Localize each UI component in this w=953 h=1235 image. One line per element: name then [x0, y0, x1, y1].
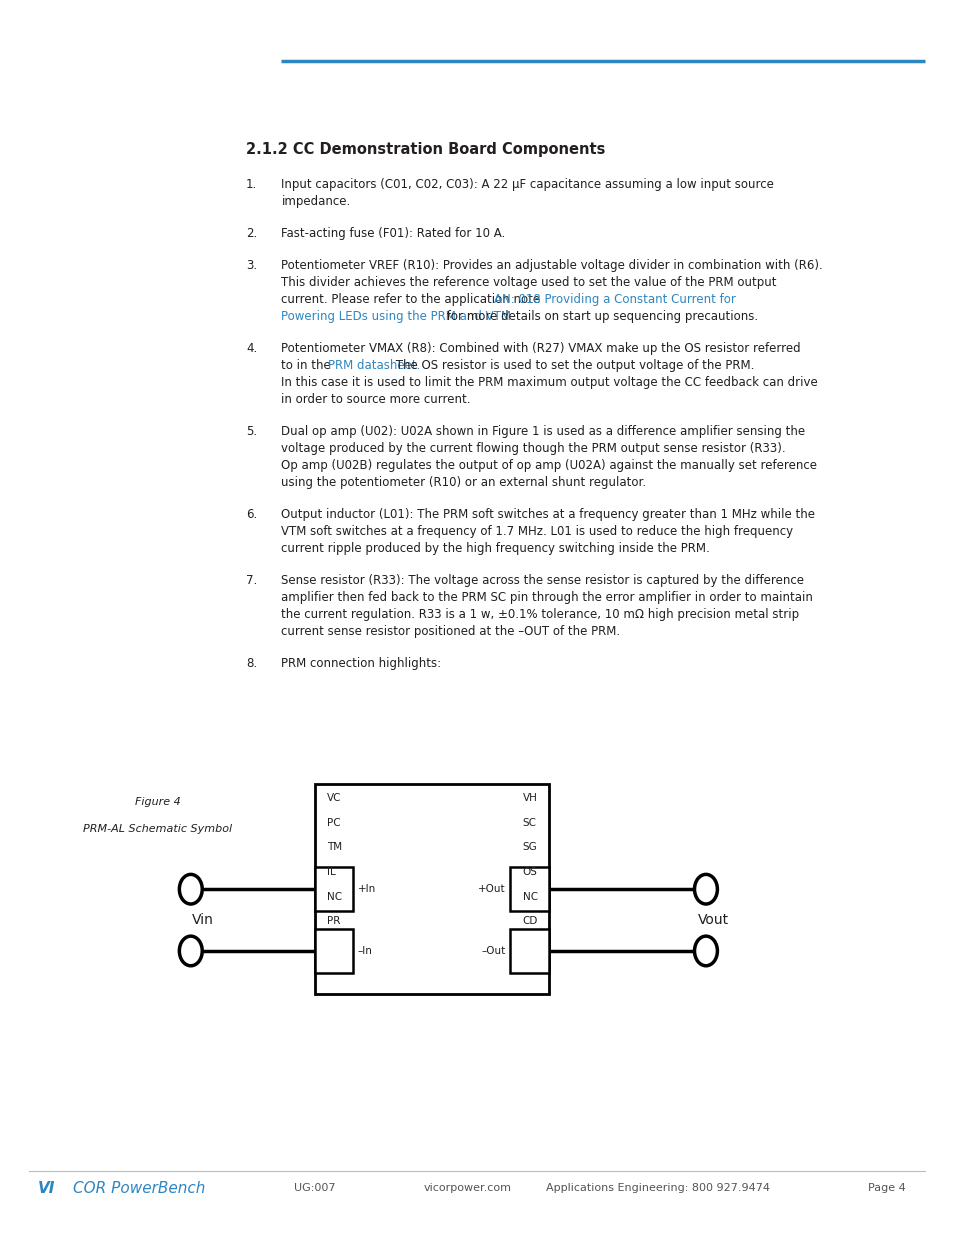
Text: PRM datasheet.: PRM datasheet.: [328, 358, 419, 372]
FancyBboxPatch shape: [510, 929, 548, 973]
Text: NC: NC: [522, 892, 537, 902]
Text: PRM-AL Schematic Symbol: PRM-AL Schematic Symbol: [83, 824, 232, 834]
Text: TM: TM: [327, 842, 342, 852]
Text: +Out: +Out: [477, 884, 505, 894]
Text: +In: +In: [357, 884, 375, 894]
Text: 7.: 7.: [246, 573, 257, 587]
Text: PRM connection highlights:: PRM connection highlights:: [281, 657, 441, 669]
Text: This divider achieves the reference voltage used to set the value of the PRM out: This divider achieves the reference volt…: [281, 275, 776, 289]
Text: VH: VH: [522, 793, 537, 803]
Text: 8.: 8.: [246, 657, 257, 669]
Text: –Out: –Out: [481, 946, 505, 956]
Text: –In: –In: [357, 946, 373, 956]
Text: Vin: Vin: [193, 913, 213, 927]
Text: VC: VC: [327, 793, 341, 803]
Text: PR: PR: [327, 916, 340, 926]
Text: Op amp (U02B) regulates the output of op amp (U02A) against the manually set ref: Op amp (U02B) regulates the output of op…: [281, 458, 817, 472]
Text: for more details on start up sequencing precautions.: for more details on start up sequencing …: [443, 310, 758, 322]
Text: current ripple produced by the high frequency switching inside the PRM.: current ripple produced by the high freq…: [281, 542, 709, 555]
Text: Figure 4: Figure 4: [134, 797, 180, 806]
Text: current sense resistor positioned at the –OUT of the PRM.: current sense resistor positioned at the…: [281, 625, 619, 637]
Text: OS: OS: [522, 867, 537, 877]
Text: NC: NC: [327, 892, 342, 902]
Text: current. Please refer to the application note: current. Please refer to the application…: [281, 293, 544, 306]
Text: using the potentiometer (R10) or an external shunt regulator.: using the potentiometer (R10) or an exte…: [281, 475, 646, 489]
Text: SG: SG: [522, 842, 537, 852]
Text: amplifier then fed back to the PRM SC pin through the error amplifier in order t: amplifier then fed back to the PRM SC pi…: [281, 590, 813, 604]
Text: 6.: 6.: [246, 508, 257, 521]
Text: voltage produced by the current flowing though the PRM output sense resistor (R3: voltage produced by the current flowing …: [281, 442, 785, 454]
Text: PC: PC: [327, 818, 340, 827]
Text: impedance.: impedance.: [281, 195, 351, 207]
FancyBboxPatch shape: [314, 929, 353, 973]
Text: to in the: to in the: [281, 358, 335, 372]
FancyBboxPatch shape: [314, 867, 353, 911]
Text: Potentiometer VREF (R10): Provides an adjustable voltage divider in combination : Potentiometer VREF (R10): Provides an ad…: [281, 258, 822, 272]
Text: Dual op amp (U02): U02A shown in Figure 1 is used as a difference amplifier sens: Dual op amp (U02): U02A shown in Figure …: [281, 425, 804, 437]
Text: 4.: 4.: [246, 342, 257, 354]
Text: 2.1.2 CC Demonstration Board Components: 2.1.2 CC Demonstration Board Components: [246, 142, 605, 157]
Text: the current regulation. R33 is a 1 w, ±0.1% tolerance, 10 mΩ high precision meta: the current regulation. R33 is a 1 w, ±0…: [281, 608, 799, 621]
Text: AN: 018 Providing a Constant Current for: AN: 018 Providing a Constant Current for: [494, 293, 736, 306]
Text: 5.: 5.: [246, 425, 257, 437]
Text: 1.: 1.: [246, 178, 257, 191]
Text: vicorpower.com: vicorpower.com: [423, 1183, 511, 1193]
Text: Fast-acting fuse (F01): Rated for 10 A.: Fast-acting fuse (F01): Rated for 10 A.: [281, 227, 505, 240]
Text: IL: IL: [327, 867, 335, 877]
Text: Applications Engineering: 800 927.9474: Applications Engineering: 800 927.9474: [546, 1183, 769, 1193]
Text: SC: SC: [522, 818, 537, 827]
FancyBboxPatch shape: [314, 784, 548, 994]
Text: Vout: Vout: [698, 913, 728, 927]
Text: Potentiometer VMAX (R8): Combined with (R27) VMAX make up the OS resistor referr: Potentiometer VMAX (R8): Combined with (…: [281, 342, 801, 354]
Text: Input capacitors (C01, C02, C03): A 22 μF capacitance assuming a low input sourc: Input capacitors (C01, C02, C03): A 22 μ…: [281, 178, 774, 191]
Text: Output inductor (L01): The PRM soft switches at a frequency greater than 1 MHz w: Output inductor (L01): The PRM soft swit…: [281, 508, 815, 521]
Text: 3.: 3.: [246, 258, 257, 272]
Text: VTM soft switches at a frequency of 1.7 MHz. L01 is used to reduce the high freq: VTM soft switches at a frequency of 1.7 …: [281, 525, 793, 537]
Text: CD: CD: [522, 916, 537, 926]
Text: VI: VI: [38, 1181, 55, 1195]
Text: COR PowerBench: COR PowerBench: [72, 1181, 205, 1195]
Text: Page 4: Page 4: [867, 1183, 905, 1193]
Text: The OS resistor is used to set the output voltage of the PRM.: The OS resistor is used to set the outpu…: [392, 358, 754, 372]
FancyBboxPatch shape: [510, 867, 548, 911]
Text: Sense resistor (R33): The voltage across the sense resistor is captured by the d: Sense resistor (R33): The voltage across…: [281, 573, 803, 587]
Text: Powering LEDs using the PRM and VTM: Powering LEDs using the PRM and VTM: [281, 310, 511, 322]
Text: in order to source more current.: in order to source more current.: [281, 393, 471, 406]
Text: UG:007: UG:007: [294, 1183, 335, 1193]
Text: 2.: 2.: [246, 227, 257, 240]
Text: In this case it is used to limit the PRM maximum output voltage the CC feedback : In this case it is used to limit the PRM…: [281, 375, 818, 389]
